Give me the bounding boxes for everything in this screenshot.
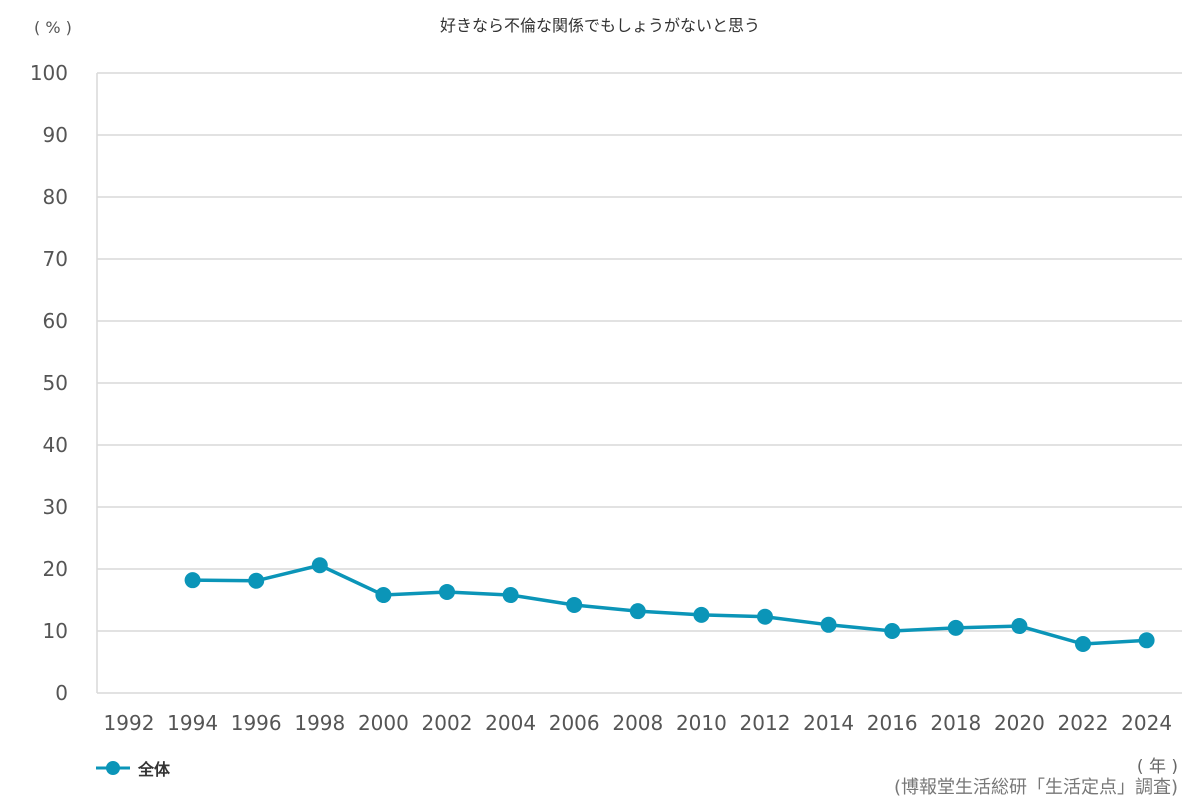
data-point (184, 572, 201, 589)
x-tick-label: 2004 (485, 711, 536, 735)
y-axis-label: ( % ) (34, 18, 72, 37)
x-tick-label: 1996 (231, 711, 282, 735)
y-tick-label: 70 (43, 247, 68, 271)
x-tick-label: 2008 (612, 711, 663, 735)
x-tick-label: 1998 (294, 711, 345, 735)
x-tick-label: 2018 (930, 711, 981, 735)
y-tick-label: 20 (43, 557, 68, 581)
chart-title: 好きなら不倫な関係でもしょうがないと思う (439, 16, 760, 35)
data-point (566, 596, 583, 613)
x-tick-label: 2022 (1058, 711, 1109, 735)
data-point (693, 606, 710, 623)
x-tick-label: 2024 (1121, 711, 1172, 735)
data-point (1011, 618, 1028, 635)
data-point (629, 603, 646, 620)
data-point (757, 608, 773, 625)
x-tick-label: 2014 (803, 711, 854, 735)
y-tick-label: 50 (43, 371, 68, 395)
data-point (1075, 636, 1091, 653)
legend-label: 全体 (138, 760, 171, 779)
y-tick-label: 90 (43, 123, 68, 147)
x-tick-label: 1994 (167, 711, 218, 735)
x-tick-label: 2012 (740, 711, 791, 735)
y-tick-label: 10 (43, 619, 68, 643)
y-tick-label: 80 (43, 185, 68, 209)
x-tick-label: 2002 (422, 711, 473, 735)
data-point (947, 619, 964, 636)
series-line (192, 563, 1147, 646)
data-point (820, 616, 837, 633)
data-point (502, 587, 519, 604)
data-point (375, 587, 392, 604)
y-tick-label: 0 (55, 681, 68, 705)
legend: 全体 (96, 756, 170, 780)
y-tick-label: 60 (43, 309, 68, 333)
x-tick-label: 2006 (549, 711, 600, 735)
x-tick-label: 2016 (867, 711, 918, 735)
x-tick-label: 1992 (104, 711, 155, 735)
data-point (311, 557, 328, 574)
data-point (1138, 632, 1155, 649)
x-tick-label: 2020 (994, 711, 1045, 735)
data-point (248, 572, 265, 589)
data-point (439, 583, 455, 600)
y-tick-label: 30 (43, 495, 68, 519)
x-tick-label: 2000 (358, 711, 409, 735)
data-point (884, 623, 901, 639)
source-note: (博報堂生活総研「生活定点」調査) (893, 777, 1178, 798)
x-tick-label: 2010 (676, 711, 727, 735)
x-axis-label: ( 年 ) (1136, 757, 1178, 777)
y-tick-label: 100 (30, 61, 68, 85)
legend-marker-icon (96, 761, 130, 775)
y-tick-label: 40 (43, 433, 68, 457)
